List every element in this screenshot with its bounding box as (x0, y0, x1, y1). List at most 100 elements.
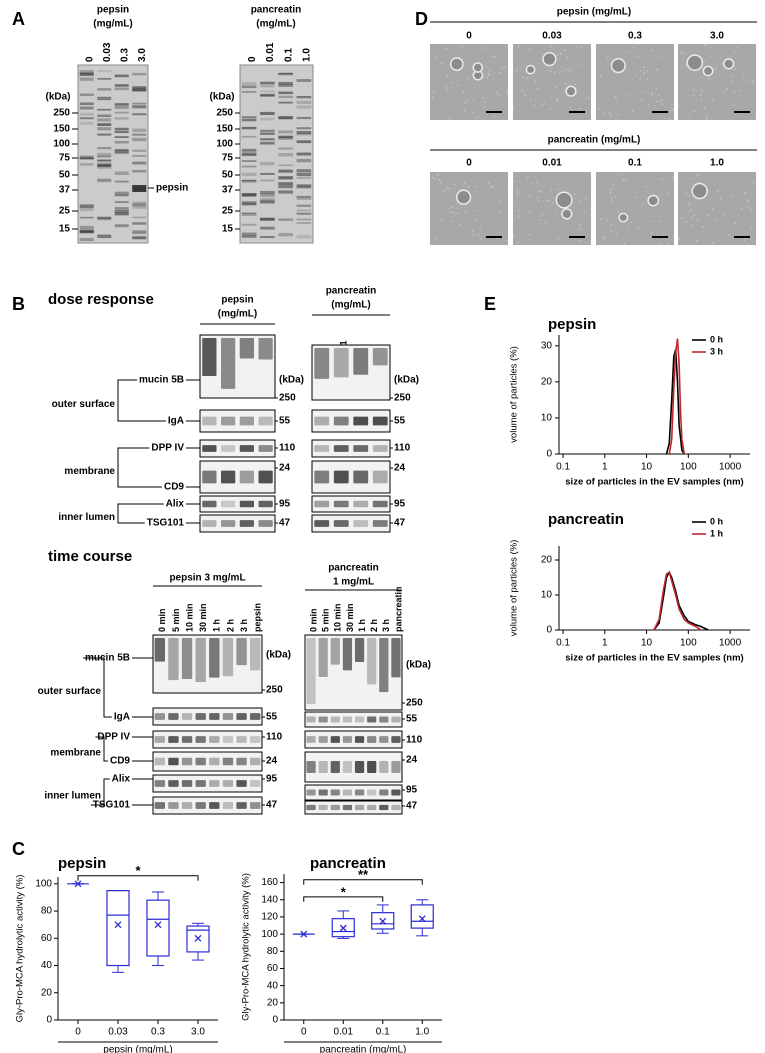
gel-band (296, 186, 312, 189)
legend-label: 0 h (710, 516, 723, 526)
em-speck (453, 211, 455, 214)
em-speck (691, 216, 693, 219)
gel-band (296, 235, 312, 239)
gel-band (132, 72, 147, 76)
gel-band (278, 95, 293, 98)
gel-band (296, 209, 312, 212)
x-tick-label: 3.0 (191, 1027, 205, 1038)
em-speck (747, 199, 750, 201)
em-speck (483, 101, 486, 104)
em-speck (445, 85, 447, 88)
gel-band (241, 165, 257, 168)
em-speck (583, 210, 586, 212)
blot-title: pepsin 3 mg/mL (169, 573, 245, 584)
blot-band (342, 736, 353, 743)
em-speck (631, 221, 633, 224)
blot-band (353, 445, 369, 452)
blot-band (391, 736, 401, 743)
x-axis-label: size of particles in the EV samples (nm) (565, 653, 743, 664)
mean (379, 917, 387, 925)
blot-band (258, 470, 273, 484)
blot-band (330, 736, 340, 743)
em-speck (431, 97, 434, 99)
blot-band (354, 736, 365, 743)
em-speck (562, 70, 565, 72)
blot-band (342, 804, 353, 811)
marker-label: 15 (59, 224, 71, 235)
box (331, 918, 355, 938)
y-tick-label: 20 (541, 377, 553, 388)
em-speck (528, 233, 531, 236)
gel-band (114, 136, 129, 138)
marker-label: 37 (59, 185, 71, 196)
gel-band (79, 225, 94, 230)
protein-label: TSG101 (147, 518, 185, 529)
blot-band (318, 716, 328, 723)
blot-band (181, 736, 193, 743)
em-speck (731, 80, 734, 83)
em-speck (474, 185, 476, 188)
em-speck (608, 112, 611, 114)
em-speck (540, 215, 543, 217)
series-line (653, 571, 702, 631)
significance-bracket (77, 875, 199, 881)
kda-label: 250 (406, 698, 423, 709)
em-speck (599, 217, 602, 220)
gel-band (296, 140, 312, 144)
em-speck (447, 208, 449, 210)
kda-label: 110 (266, 732, 283, 743)
em-speck (475, 116, 478, 119)
em-speck (615, 232, 618, 235)
gel-band (260, 172, 275, 175)
em-speck (545, 199, 548, 202)
lane-label: 0.3 (628, 31, 642, 42)
gel-band (278, 72, 293, 75)
em-speck (742, 76, 745, 79)
blot-band (333, 445, 349, 452)
vesicle (561, 208, 573, 220)
em-speck (730, 75, 732, 78)
y-tick-label: 60 (267, 963, 279, 974)
blot-band (221, 416, 236, 426)
blot-band (236, 780, 247, 787)
em-speck (656, 100, 658, 103)
gel-band (241, 82, 257, 86)
em-speck (577, 65, 580, 67)
gel-band (278, 116, 293, 120)
y-tick-label: 60 (41, 933, 53, 944)
em-speck (695, 239, 698, 242)
gel-band (260, 236, 275, 238)
gel-band (278, 84, 293, 87)
blot-band (372, 500, 388, 508)
y-axis-label: Gly-Pro-MCA hydrolytic activity (%) (241, 873, 252, 1021)
y-tick-label: 120 (261, 912, 278, 923)
blot-band (258, 338, 273, 360)
blot-band (154, 780, 165, 787)
em-speck (486, 76, 489, 79)
em-speck (660, 178, 663, 180)
em-speck (703, 44, 706, 46)
blot-band (154, 802, 165, 809)
em-speck (538, 219, 541, 221)
kda-label: 250 (279, 393, 296, 404)
lane-label: 0.03 (542, 31, 562, 42)
gel-band (114, 149, 129, 154)
protein-label: mucin 5B (139, 375, 184, 386)
em-speck (447, 187, 450, 190)
blot-band (342, 789, 353, 796)
mean (194, 934, 202, 942)
em-speck (506, 90, 509, 93)
blot (304, 784, 403, 801)
gel-band (260, 179, 275, 182)
gel-band (260, 161, 275, 165)
blot-band (353, 470, 369, 484)
em-speck (685, 64, 688, 66)
em-speck (536, 197, 539, 199)
gel-band (296, 152, 312, 156)
em-speck (462, 91, 465, 93)
box (186, 925, 210, 953)
kda-label: 47 (406, 801, 418, 812)
blot-band (209, 736, 220, 743)
x-tick-label: 100 (680, 462, 697, 473)
em-speck (599, 75, 602, 77)
